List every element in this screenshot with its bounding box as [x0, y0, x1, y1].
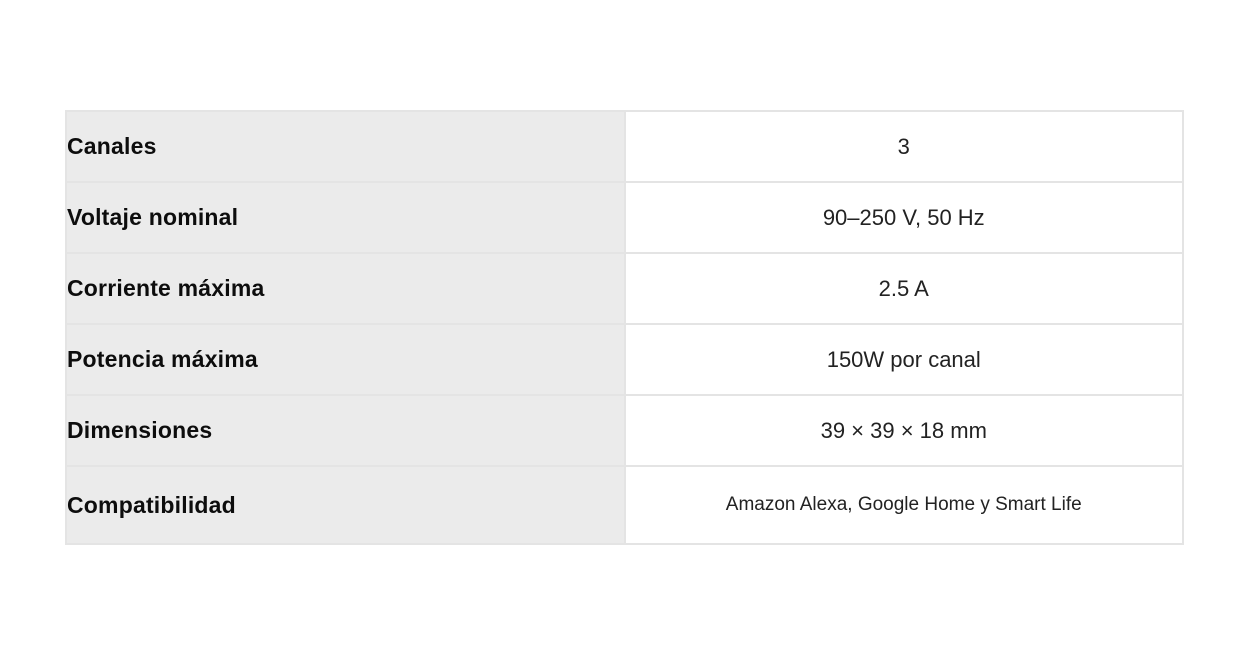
table-row: Dimensiones 39 × 39 × 18 mm: [65, 394, 1184, 467]
spec-value-dimensiones: 39 × 39 × 18 mm: [623, 394, 1184, 467]
spec-value-corriente: 2.5 A: [623, 252, 1184, 325]
spec-label-corriente: Corriente máxima: [65, 252, 626, 325]
spec-label-canales: Canales: [65, 110, 626, 183]
spec-value-compatibilidad: Amazon Alexa, Google Home y Smart Life: [623, 465, 1184, 545]
table-row: Voltaje nominal 90–250 V, 50 Hz: [65, 181, 1184, 254]
spec-value-voltaje: 90–250 V, 50 Hz: [623, 181, 1184, 254]
spec-label-dimensiones: Dimensiones: [65, 394, 626, 467]
spec-value-canales: 3: [623, 110, 1184, 183]
spec-label-compatibilidad: Compatibilidad: [65, 465, 626, 545]
specs-table: Canales 3 Voltaje nominal 90–250 V, 50 H…: [65, 110, 1184, 545]
table-row: Canales 3: [65, 110, 1184, 183]
table-row: Corriente máxima 2.5 A: [65, 252, 1184, 325]
table-row: Potencia máxima 150W por canal: [65, 323, 1184, 396]
spec-value-potencia: 150W por canal: [623, 323, 1184, 396]
spec-label-potencia: Potencia máxima: [65, 323, 626, 396]
spec-label-voltaje: Voltaje nominal: [65, 181, 626, 254]
table-row: Compatibilidad Amazon Alexa, Google Home…: [65, 465, 1184, 545]
